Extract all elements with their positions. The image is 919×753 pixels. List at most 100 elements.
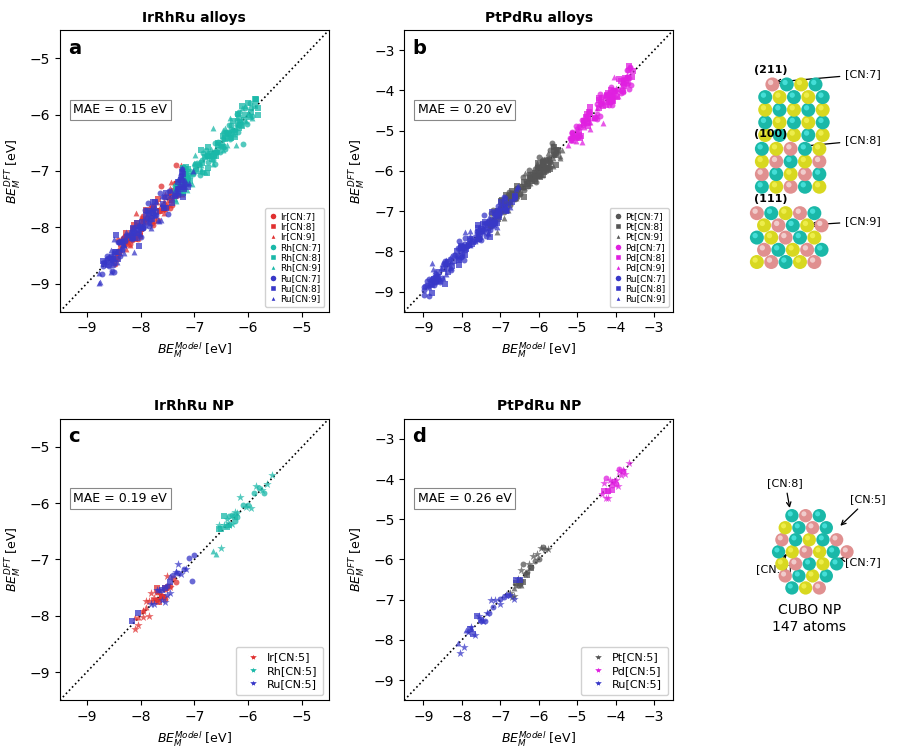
- Point: [207, 146, 221, 158]
- Point: [536, 153, 550, 165]
- Point: [416, 281, 431, 293]
- Point: [251, 482, 266, 494]
- Point: [142, 220, 156, 232]
- Point: [178, 563, 193, 575]
- Point: [471, 218, 485, 230]
- Point: [135, 215, 150, 227]
- Point: [460, 626, 474, 639]
- Point: [467, 235, 482, 247]
- Point: [186, 165, 200, 177]
- Point: [431, 275, 446, 287]
- Point: [134, 222, 149, 234]
- Point: [541, 155, 556, 167]
- Point: [425, 272, 439, 284]
- Point: [176, 168, 190, 180]
- Point: [512, 574, 527, 586]
- Point: [482, 218, 496, 230]
- Point: [602, 96, 617, 108]
- Circle shape: [777, 569, 791, 583]
- Point: [545, 139, 560, 151]
- Point: [541, 158, 556, 170]
- Point: [573, 136, 588, 148]
- Point: [163, 581, 177, 593]
- Point: [130, 220, 145, 232]
- Point: [500, 204, 515, 216]
- Point: [454, 241, 469, 253]
- Circle shape: [785, 545, 798, 559]
- Point: [502, 589, 516, 601]
- Point: [508, 185, 523, 197]
- Point: [100, 254, 115, 266]
- Point: [149, 595, 164, 607]
- Point: [486, 209, 501, 221]
- Point: [183, 165, 198, 177]
- Point: [200, 142, 215, 154]
- Point: [476, 209, 491, 221]
- Point: [621, 61, 636, 73]
- Point: [219, 139, 233, 151]
- Point: [154, 594, 169, 606]
- Point: [545, 160, 560, 172]
- Circle shape: [819, 569, 832, 583]
- Point: [502, 194, 516, 206]
- Point: [157, 203, 172, 215]
- Point: [544, 137, 559, 149]
- Point: [607, 85, 621, 97]
- Text: (100): (100): [753, 130, 786, 139]
- Point: [139, 215, 153, 227]
- Point: [243, 102, 257, 114]
- Point: [235, 102, 250, 114]
- Point: [611, 84, 626, 96]
- Circle shape: [808, 78, 822, 91]
- Point: [177, 168, 192, 180]
- Point: [535, 541, 550, 553]
- Point: [142, 610, 156, 622]
- Point: [225, 115, 240, 127]
- Point: [140, 206, 154, 218]
- Circle shape: [811, 142, 825, 156]
- Point: [522, 169, 537, 181]
- Point: [202, 150, 217, 162]
- Point: [203, 143, 218, 155]
- Point: [175, 163, 189, 175]
- Point: [126, 227, 141, 239]
- Circle shape: [800, 169, 805, 175]
- Point: [565, 130, 580, 142]
- Point: [440, 257, 455, 269]
- Point: [213, 140, 228, 152]
- Point: [450, 636, 465, 648]
- Point: [617, 72, 631, 84]
- Point: [436, 264, 450, 276]
- Point: [426, 279, 441, 291]
- Point: [187, 549, 201, 561]
- Point: [194, 166, 209, 178]
- Point: [215, 145, 230, 157]
- Point: [483, 215, 498, 227]
- Point: [619, 64, 634, 76]
- Point: [521, 558, 536, 570]
- Point: [180, 163, 195, 175]
- Point: [553, 144, 568, 156]
- Point: [134, 215, 149, 227]
- Text: MAE = 0.20 eV: MAE = 0.20 eV: [417, 103, 511, 116]
- Circle shape: [772, 102, 786, 117]
- Circle shape: [800, 144, 805, 150]
- Point: [492, 200, 506, 212]
- Point: [139, 204, 153, 216]
- Point: [125, 231, 140, 243]
- Point: [165, 197, 179, 209]
- Point: [177, 175, 192, 187]
- Point: [130, 218, 144, 230]
- Point: [492, 203, 506, 215]
- Point: [604, 477, 618, 489]
- Point: [177, 163, 192, 175]
- Circle shape: [815, 90, 829, 104]
- Point: [200, 157, 215, 169]
- Circle shape: [757, 128, 771, 142]
- Point: [535, 154, 550, 166]
- Point: [153, 179, 168, 191]
- Point: [130, 611, 145, 623]
- Point: [528, 170, 543, 182]
- Point: [172, 184, 187, 197]
- Point: [616, 465, 630, 477]
